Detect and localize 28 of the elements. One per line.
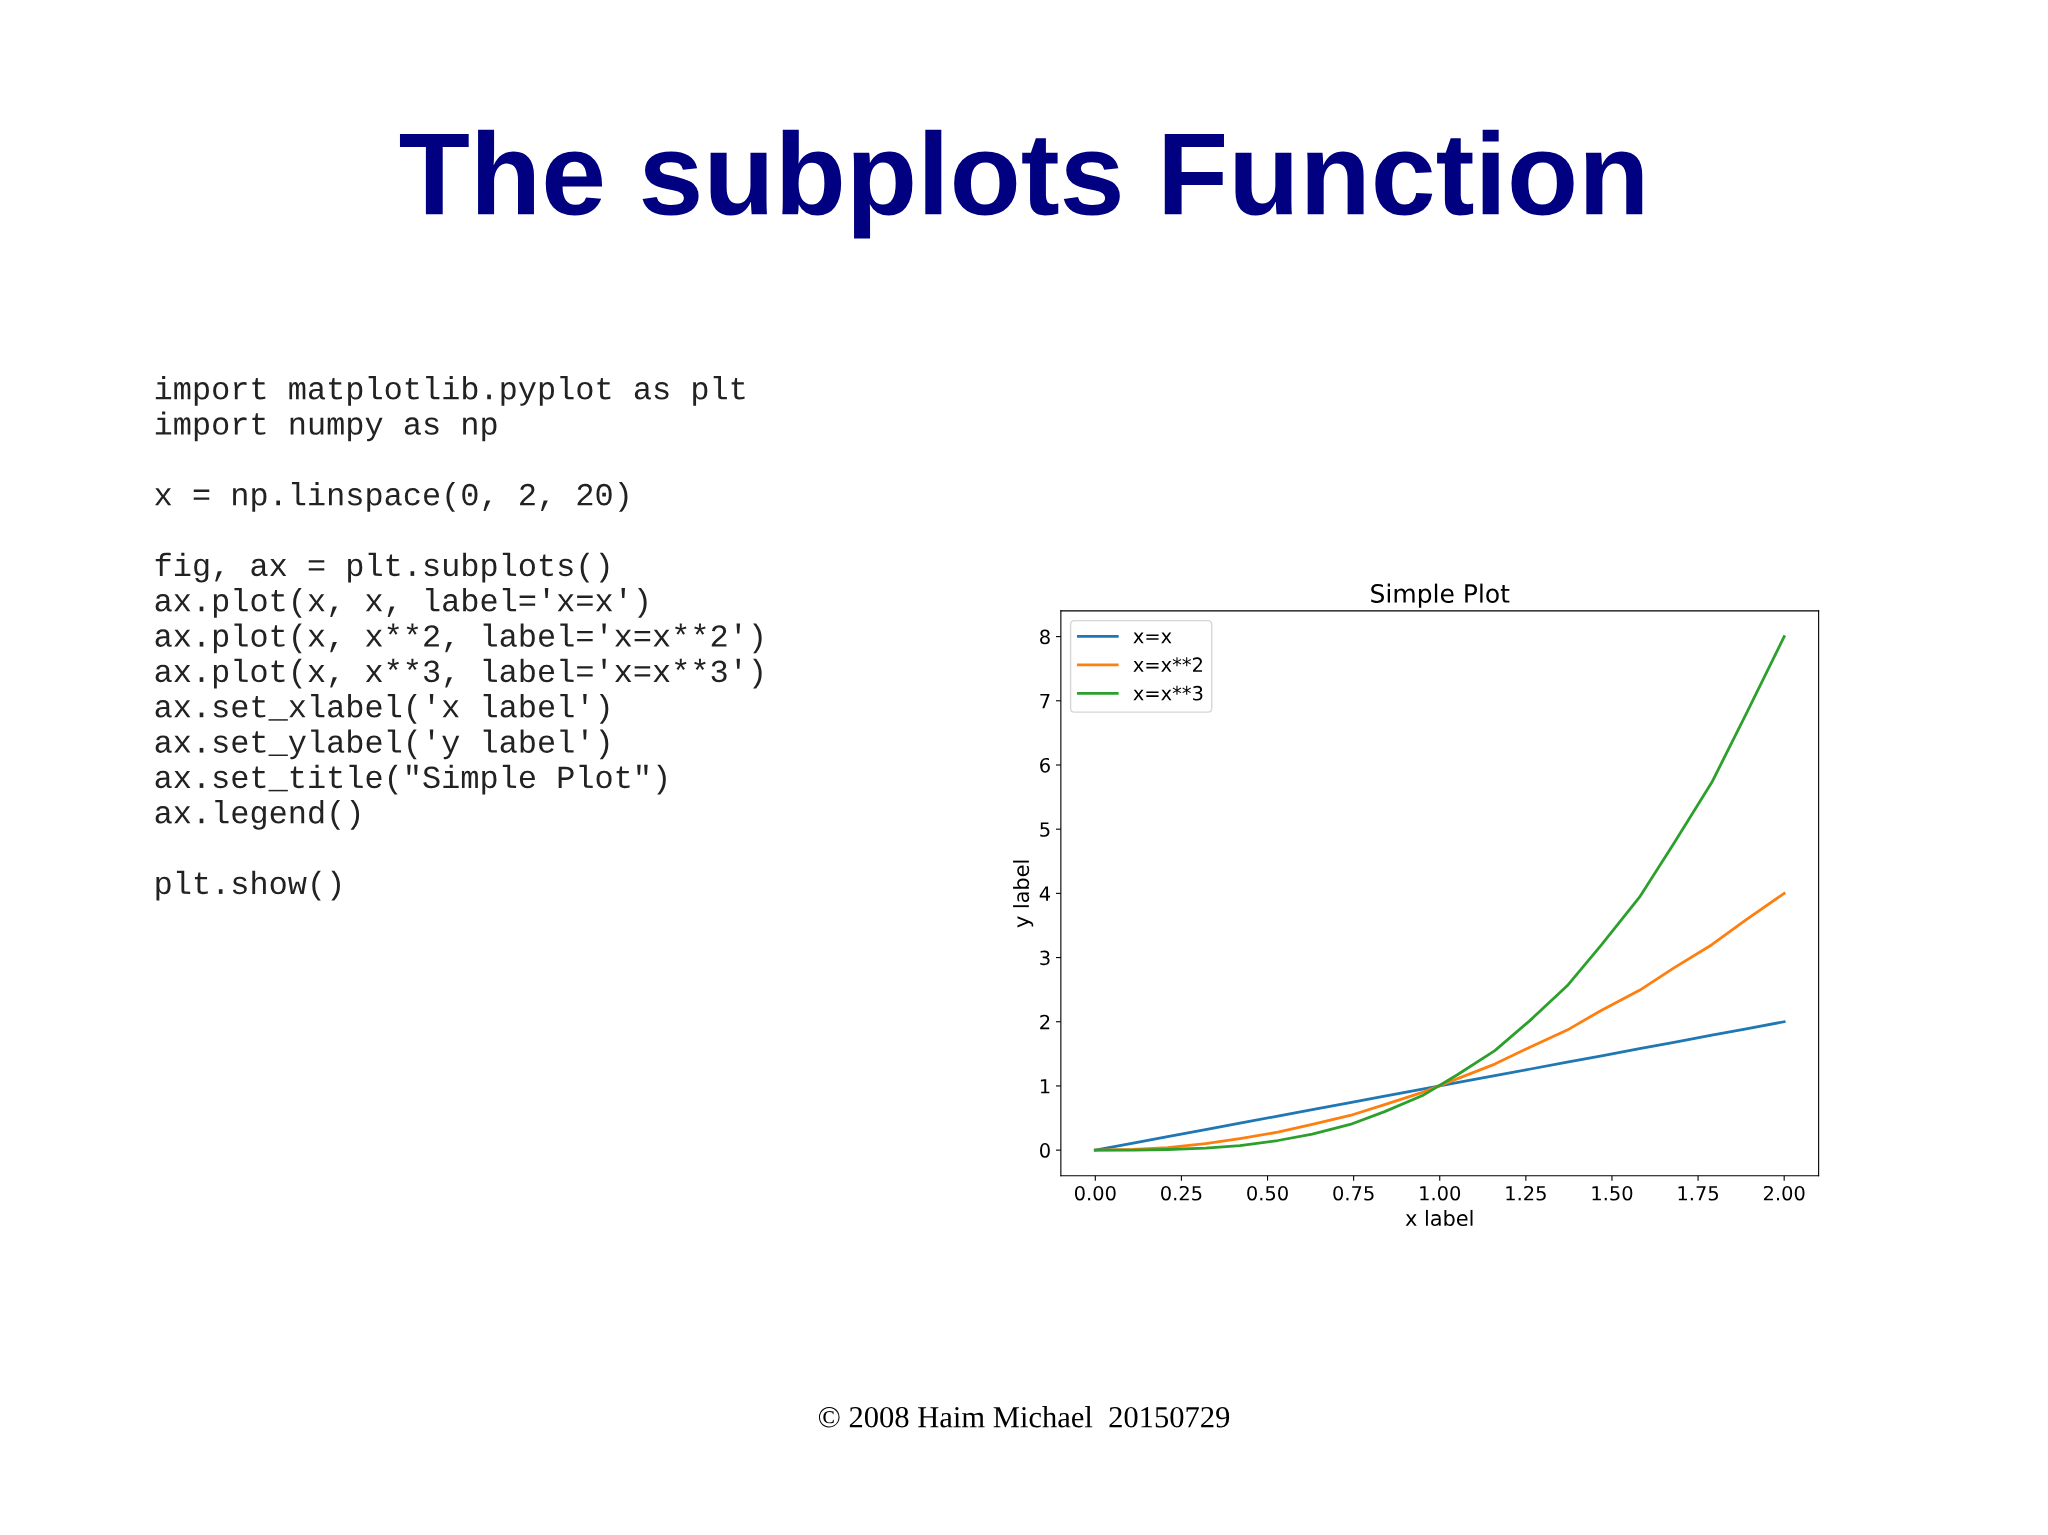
x-tick-label: 1.75 [1678,1186,1719,1201]
y-tick-label: 3 [1040,950,1050,966]
text: The subplots Function [399,129,1643,239]
x-tick-label: 0.25 [1161,1185,1202,1201]
y-axis-title: y label [1013,860,1034,928]
y-tick-label: 0 [1040,1143,1050,1158]
x-axis-title: x label [1405,1209,1473,1227]
x-tick-label: 2.00 [1763,1185,1805,1201]
y-tick-label: 4 [1039,886,1051,901]
x-tick-label: 1.25 [1506,1185,1546,1201]
x-tick-label: 0.00 [1074,1185,1116,1201]
y-tick-label: 5 [1040,822,1050,837]
y-tick-label: 6 [1040,757,1050,773]
x-tick-label: 0.75 [1333,1185,1374,1201]
line-series [1093,1020,1786,1152]
legend-label: x=x**2 [1133,657,1202,672]
chart-title: Simple Plot [1371,583,1510,608]
text: import matplotlib.pyplot as plt import numpy as np x = np.linspace(0, 2, 20) fig, ax = plt.subplots() ax.plot(x, x, label='x=x') ax.plot(x, x**2, label='x=x**2') ax.plot(x, x**3, label='x=x**3') ax.set_xlabel('x label') ax.set_ylabel('y label') ax.set_title("Simple Plot") ax.legend() plt.show() [155,376,762,901]
legend-label: x=x**3 [1133,685,1203,701]
y-tick-label: 2 [1040,1014,1050,1030]
y-tick-label: 1 [1040,1079,1050,1094]
y-tick-label: 8 [1040,629,1050,645]
y-tick-label: 7 [1040,694,1050,709]
x-tick-label: 1.50 [1592,1185,1633,1201]
legend-label: x=x [1133,632,1172,644]
text: © 2008 Haim Michael 20150729 [818,1406,1230,1428]
x-tick-label: 0.50 [1247,1185,1288,1201]
x-tick-label: 1.00 [1420,1185,1461,1201]
